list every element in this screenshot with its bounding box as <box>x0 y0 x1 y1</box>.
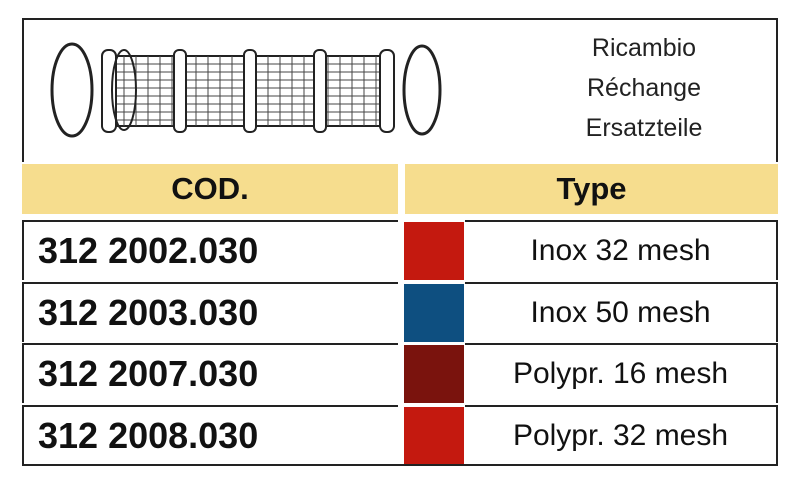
color-swatch <box>404 345 464 403</box>
product-code: 312 2003.030 <box>22 281 398 342</box>
product-code: 312 2008.030 <box>22 404 398 465</box>
subtitle: Ersatzteile <box>585 114 703 142</box>
bottom-border <box>22 464 778 466</box>
table-row: 312 2003.030 Inox 50 mesh <box>22 281 778 342</box>
color-swatch <box>404 222 464 280</box>
color-swatch <box>404 406 464 465</box>
subtitle: Ricambio <box>591 34 697 62</box>
column-header: COD. <box>22 164 398 214</box>
product-type: Polypr. 16 mesh <box>465 343 778 403</box>
table-row: 312 2007.030 Polypr. 16 mesh <box>22 343 778 403</box>
table-row: 312 2002.030 Inox 32 mesh <box>22 220 778 280</box>
header-box: Ricambio Réchange Ersatzteile <box>22 18 778 162</box>
color-swatch <box>404 283 464 342</box>
product-code: 312 2002.030 <box>22 220 398 280</box>
product-type: Inox 32 mesh <box>465 220 778 280</box>
column-header: Type <box>405 164 778 214</box>
product-code: 312 2007.030 <box>22 343 398 403</box>
product-type: Inox 50 mesh <box>465 281 778 342</box>
filter-illustration <box>50 42 442 138</box>
table-row: 312 2008.030 Polypr. 32 mesh <box>22 404 778 465</box>
subtitle: Réchange <box>587 74 701 102</box>
product-type: Polypr. 32 mesh <box>465 404 778 465</box>
